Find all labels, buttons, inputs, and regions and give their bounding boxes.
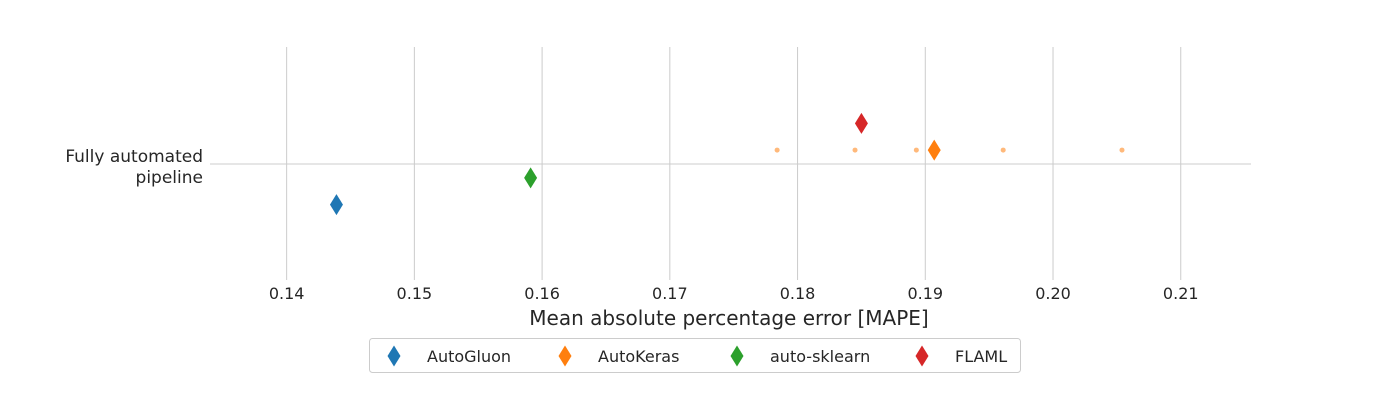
run-point-autokeras <box>1119 147 1125 153</box>
run-points <box>774 147 1125 153</box>
run-point-autokeras <box>913 147 919 153</box>
legend-label-autogluon: AutoGluon <box>427 347 511 366</box>
x-tick-labels: 0.14 0.15 0.16 0.17 0.18 0.19 0.20 0.21 <box>269 284 1199 303</box>
legend-marker-flaml <box>915 345 929 367</box>
category-label-line-2: pipeline <box>136 168 203 188</box>
x-tick-label: 0.16 <box>524 284 560 303</box>
legend: AutoGluon AutoKeras auto-sklearn FLAML <box>369 338 1021 373</box>
mean-marker-autokeras <box>927 139 941 161</box>
run-point-autokeras <box>852 147 858 153</box>
category-label-line-1: Fully automated <box>65 147 203 167</box>
x-tick-label: 0.20 <box>1035 284 1071 303</box>
legend-marker-autogluon <box>387 345 401 367</box>
legend-label-flaml: FLAML <box>955 347 1007 366</box>
x-axis-title: Mean absolute percentage error [MAPE] <box>529 306 928 330</box>
run-point-autokeras <box>1000 147 1006 153</box>
mean-marker-autogluon <box>329 194 343 216</box>
legend-frame <box>369 338 1021 373</box>
mean-marker-auto-sklearn <box>524 167 538 189</box>
x-tick-label: 0.19 <box>907 284 943 303</box>
x-tick-label: 0.15 <box>397 284 433 303</box>
mean-markers <box>329 112 941 216</box>
legend-marker-auto-sklearn <box>730 345 744 367</box>
legend-marker-autokeras <box>558 345 572 367</box>
x-tick-label: 0.21 <box>1163 284 1199 303</box>
x-tick-label: 0.17 <box>652 284 688 303</box>
x-tick-label: 0.14 <box>269 284 305 303</box>
run-point-autokeras <box>774 147 780 153</box>
mean-marker-flaml <box>854 112 868 134</box>
legend-label-auto-sklearn: auto-sklearn <box>770 347 870 366</box>
x-tick-label: 0.18 <box>780 284 816 303</box>
legend-label-autokeras: AutoKeras <box>598 347 679 366</box>
